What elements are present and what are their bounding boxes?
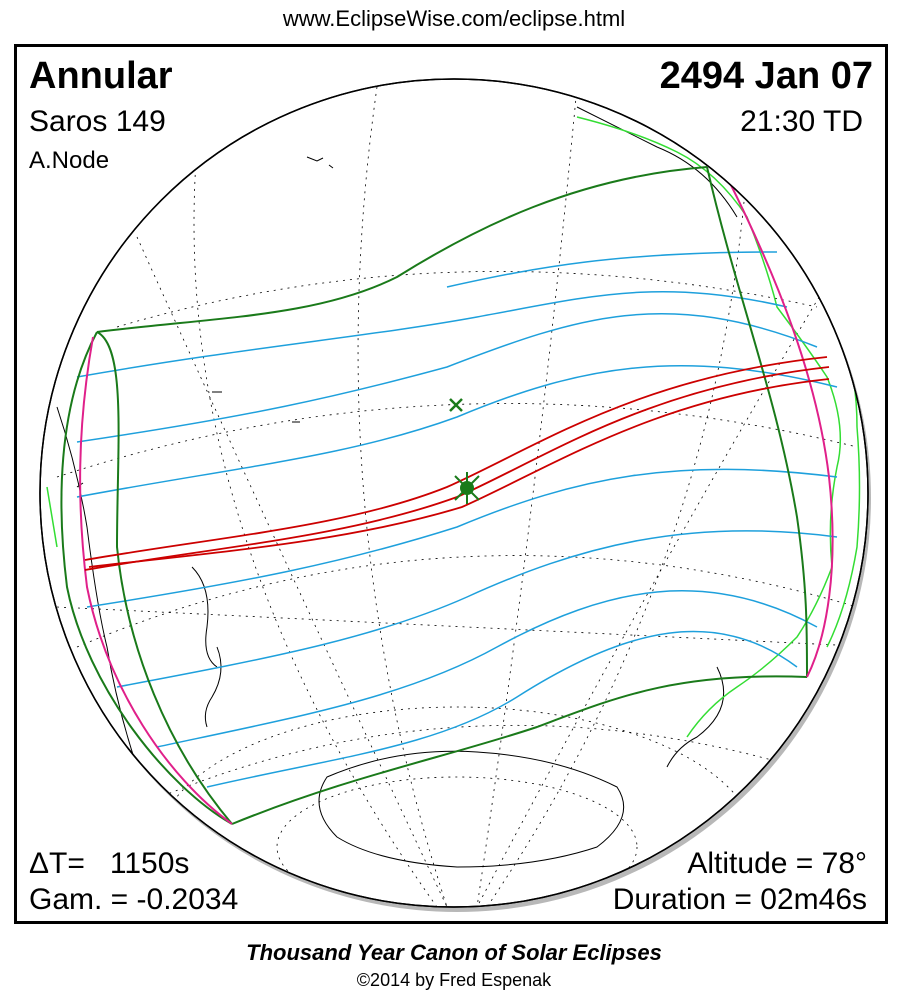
delta-t: ΔT= 1150s: [29, 847, 190, 880]
source-url[interactable]: www.EclipseWise.com/eclipse.html: [282, 6, 626, 31]
eclipse-type: Annular: [29, 55, 173, 97]
penumbra-south-limit: [231, 675, 808, 825]
coast-australia-green: [46, 486, 58, 548]
penumbral-limits: [60, 166, 808, 825]
sunrise-curve: [79, 336, 233, 825]
time-line-1: [446, 251, 778, 288]
gamma-value: Gam. = -0.2034: [29, 883, 239, 916]
time-line-2: [76, 290, 788, 378]
greatest-eclipse-marker: [454, 472, 480, 504]
penumbra-north-limit: [96, 166, 708, 333]
subsolar-point-marker: [449, 398, 463, 412]
sun-altitude: Altitude = 78°: [687, 847, 867, 880]
eclipse-date: 2494 Jan 07: [659, 55, 873, 97]
coast-antarctica: [318, 750, 625, 868]
penumbra-east-limit: [706, 166, 808, 678]
time-line-5: [86, 468, 838, 608]
coast-australia-east: [56, 406, 138, 768]
coast-new-zealand-south: [204, 646, 222, 728]
eclipse-globe-map: [39, 78, 871, 912]
rise-set-curves: [79, 176, 834, 825]
penumbra-west-limit: [96, 331, 233, 825]
canon-title: Thousand Year Canon of Solar Eclipses: [246, 940, 662, 965]
coast-south-america: [666, 666, 725, 768]
time-lines: [76, 251, 838, 788]
coastlines: [56, 106, 738, 868]
coast-hawaii: [306, 156, 334, 169]
central-path-southern-edge: [88, 378, 830, 568]
central-path-north-limit: [84, 356, 828, 561]
copyright: ©2014 by Fred Espenak: [356, 970, 552, 990]
time-line-6: [116, 530, 838, 688]
eclipse-time: 21:30 TD: [740, 105, 863, 138]
coast-new-zealand: [191, 566, 218, 668]
time-line-7: [156, 590, 818, 748]
eclipse-map-frame: Annular 2494 Jan 07 Saros 149 21:30 TD A…: [14, 44, 888, 924]
coast-north-america: [576, 106, 738, 218]
central-duration: Duration = 02m46s: [612, 883, 867, 916]
time-line-4: [76, 365, 838, 498]
penumbra-west-outer: [60, 331, 233, 825]
node-type: A.Node: [29, 147, 110, 174]
time-line-3: [76, 312, 818, 443]
saros-number: Saros 149: [29, 105, 166, 138]
sunset-curve: [726, 176, 834, 678]
time-line-8: [206, 630, 798, 788]
coast-americas-west: [576, 116, 842, 738]
